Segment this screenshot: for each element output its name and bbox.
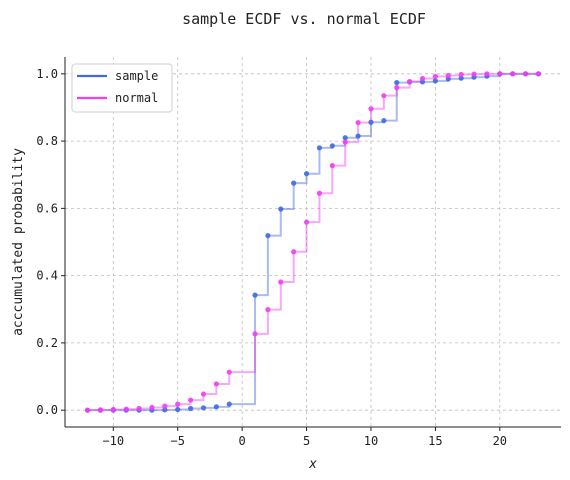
axes xyxy=(64,57,561,428)
data-point-normal xyxy=(381,93,387,99)
data-point-normal xyxy=(110,406,116,413)
data-point-normal xyxy=(522,71,529,77)
data-point-normal xyxy=(419,75,426,82)
data-point-normal xyxy=(303,219,310,225)
data-point-sample xyxy=(252,292,258,298)
y-tick-label: 0.8 xyxy=(36,134,58,148)
data-point-sample xyxy=(381,117,387,124)
data-point-normal xyxy=(471,71,477,77)
data-point-normal xyxy=(278,279,284,285)
data-point-normal xyxy=(136,405,142,412)
grid xyxy=(65,57,561,427)
series-step-line-sample xyxy=(87,72,539,412)
x-tick-label: 20 xyxy=(493,434,507,448)
data-point-normal xyxy=(188,397,194,403)
x-tick-label: 15 xyxy=(428,434,442,448)
data-point-sample xyxy=(291,180,297,186)
data-point-normal xyxy=(226,369,232,375)
y-tick-label: 0.2 xyxy=(36,336,58,350)
plot-area xyxy=(84,71,542,413)
data-point-normal xyxy=(291,249,297,255)
data-point-sample xyxy=(368,119,374,125)
data-point-normal xyxy=(432,73,438,80)
data-point-sample xyxy=(303,171,310,177)
data-point-sample xyxy=(342,135,348,141)
data-point-normal xyxy=(213,381,219,387)
data-point-sample xyxy=(175,406,181,413)
data-point-sample xyxy=(329,143,335,149)
data-point-normal xyxy=(149,404,155,411)
data-point-normal xyxy=(200,391,207,397)
y-tick-label: 0.6 xyxy=(36,201,58,215)
data-point-normal xyxy=(84,407,91,413)
data-point-sample xyxy=(278,206,284,212)
chart-title: sample ECDF vs. normal ECDF xyxy=(182,10,426,28)
x-axis-label: x xyxy=(308,457,317,472)
data-point-normal xyxy=(394,85,400,91)
data-point-normal xyxy=(316,190,323,196)
legend-label-normal: normal xyxy=(115,91,158,105)
data-point-sample xyxy=(432,78,438,84)
data-point-normal xyxy=(458,71,464,78)
data-point-sample xyxy=(200,405,207,411)
x-tick-label: −10 xyxy=(102,434,124,448)
x-tick-label: −5 xyxy=(171,434,185,448)
data-point-normal xyxy=(368,106,374,112)
x-tick-label: 0 xyxy=(239,434,246,448)
data-point-sample xyxy=(213,404,219,410)
data-point-normal xyxy=(510,71,516,77)
legend: sample normal xyxy=(71,63,173,113)
data-point-sample xyxy=(458,75,464,81)
y-tick-label: 0.4 xyxy=(36,269,58,283)
data-point-sample xyxy=(226,401,232,407)
series-step-line-normal xyxy=(87,72,539,412)
data-point-sample xyxy=(162,407,168,413)
data-point-normal xyxy=(342,139,348,145)
x-tick-label: 5 xyxy=(303,434,310,448)
y-tick-label: 1.0 xyxy=(36,67,58,81)
y-axis-label: acccumulated probability xyxy=(11,148,26,336)
data-point-sample xyxy=(316,145,323,151)
data-point-normal xyxy=(175,401,181,407)
data-point-sample xyxy=(265,233,271,239)
data-point-normal xyxy=(445,72,451,79)
data-point-normal xyxy=(123,406,129,412)
data-point-normal xyxy=(97,407,104,413)
data-point-sample xyxy=(394,79,400,86)
legend-label-sample: sample xyxy=(115,69,158,83)
data-point-sample xyxy=(188,405,194,412)
x-ticks: −10 −5 0 5 10 15 20 xyxy=(102,427,507,448)
data-point-normal xyxy=(484,71,490,77)
data-point-normal xyxy=(162,403,168,409)
data-point-normal xyxy=(265,307,271,313)
data-point-normal xyxy=(497,71,503,77)
x-tick-label: 10 xyxy=(364,434,378,448)
data-point-sample xyxy=(355,133,361,139)
data-point-normal xyxy=(252,331,258,337)
data-point-normal xyxy=(535,71,542,77)
data-point-normal xyxy=(407,78,413,85)
data-point-normal xyxy=(355,119,361,126)
y-ticks: 0.0 0.2 0.4 0.6 0.8 1.0 xyxy=(36,67,65,417)
y-tick-label: 0.0 xyxy=(36,403,58,417)
data-point-normal xyxy=(329,163,335,169)
